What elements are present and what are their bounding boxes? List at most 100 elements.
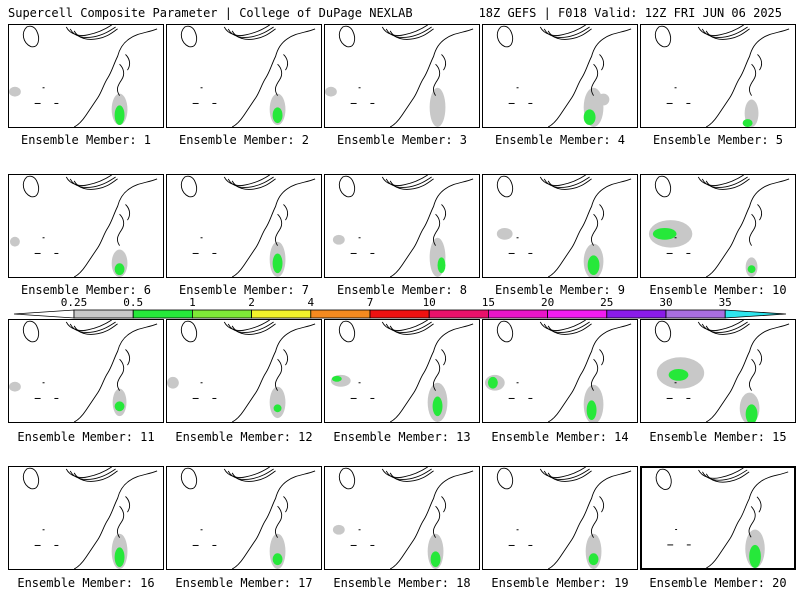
- ensemble-member-map-10[interactable]: [640, 174, 796, 278]
- coastline: [590, 63, 599, 96]
- coastline: [543, 468, 590, 480]
- coastline: [69, 176, 116, 188]
- ensemble-member-map-6[interactable]: [8, 174, 164, 278]
- scp-shade-area: [496, 227, 513, 240]
- coastline: [441, 349, 447, 366]
- scp-shade-area: [652, 227, 677, 240]
- colorbar-segment: [369, 309, 430, 319]
- scp-shade-area: [749, 544, 761, 568]
- colorbar-segment: [487, 309, 548, 319]
- ensemble-member-map-2[interactable]: [166, 24, 322, 128]
- coastline: [69, 468, 116, 480]
- ensemble-member-map-4[interactable]: [482, 24, 638, 128]
- ensemble-member-map-8[interactable]: [324, 174, 480, 278]
- coastline: [381, 25, 428, 36]
- colorbar-segment: [73, 309, 134, 319]
- ensemble-member-map-18[interactable]: [324, 466, 480, 570]
- coastline: [705, 323, 790, 422]
- scp-shade-area: [597, 93, 610, 106]
- coastline: [701, 321, 748, 333]
- colorbar-tick-label: 0.25: [60, 296, 88, 309]
- map-canvas: [654, 320, 790, 422]
- coastline: [701, 26, 748, 38]
- ensemble-member-label: Ensemble Member: 12: [175, 430, 313, 444]
- ensemble-member-map-20[interactable]: [640, 466, 796, 570]
- colorbar-tick-label: 10: [422, 296, 436, 309]
- ensemble-member-map-14[interactable]: [482, 319, 638, 423]
- coastline: [385, 468, 432, 480]
- ensemble-member-map-13[interactable]: [324, 319, 480, 423]
- scp-shade-area: [114, 547, 125, 568]
- coastline: [227, 176, 274, 188]
- coastline: [381, 175, 428, 186]
- ensemble-member-map-3[interactable]: [324, 24, 480, 128]
- scp-shade-area: [432, 396, 443, 417]
- coastline: [748, 63, 757, 96]
- ensemble-member-map-17[interactable]: [166, 466, 322, 570]
- map-canvas: [332, 467, 474, 569]
- ensemble-member-map-9[interactable]: [482, 174, 638, 278]
- coastline: [338, 320, 356, 343]
- coastline: [748, 358, 757, 391]
- coastline: [590, 213, 599, 246]
- coastline: [705, 323, 750, 335]
- colorbar-segment: [428, 309, 489, 319]
- coastline: [223, 175, 270, 186]
- coastline: [338, 467, 356, 490]
- map-canvas: [9, 25, 158, 127]
- coastline: [116, 505, 125, 538]
- coastline: [590, 358, 599, 391]
- coastline: [539, 175, 586, 186]
- scp-shade-area: [745, 404, 758, 422]
- coastline: [757, 349, 763, 366]
- coastline: [599, 349, 605, 366]
- ensemble-member-map-12[interactable]: [166, 319, 322, 423]
- colorbar-high-arrow: [724, 309, 787, 319]
- scp-shade-area: [273, 404, 282, 413]
- coastline: [432, 358, 441, 391]
- coastline: [539, 25, 586, 36]
- valid-time-title: 18Z GEFS | F018 Valid: 12Z FRI JUN 06 20…: [478, 6, 782, 20]
- ensemble-member-map-7[interactable]: [166, 174, 322, 278]
- ensemble-member-map-11[interactable]: [8, 319, 164, 423]
- map-canvas: [167, 320, 316, 422]
- coastline: [338, 25, 356, 48]
- ensemble-member-map-15[interactable]: [640, 319, 796, 423]
- colorbar-tick-label: 1: [189, 296, 196, 309]
- scp-shade-area: [9, 236, 20, 247]
- coastline: [125, 54, 131, 71]
- ensemble-member-map-5[interactable]: [640, 24, 796, 128]
- coastline: [389, 323, 474, 422]
- coastline: [385, 176, 432, 188]
- map-canvas: [654, 25, 790, 127]
- ensemble-member-map-19[interactable]: [482, 466, 638, 570]
- colorbar-tick-label: 35: [718, 296, 732, 309]
- coastline: [223, 320, 270, 331]
- map-canvas: [180, 467, 316, 569]
- colorbar-segment: [251, 309, 312, 319]
- colorbar-segment: [310, 309, 371, 319]
- coastline: [231, 470, 276, 482]
- colorbar-tick-label: 2: [248, 296, 255, 309]
- coastline: [283, 496, 289, 513]
- scp-shade-area: [272, 107, 283, 124]
- coastline: [73, 470, 118, 482]
- coastline: [547, 470, 592, 482]
- coastline: [697, 25, 744, 36]
- coastline: [547, 178, 592, 190]
- coastline: [227, 321, 274, 333]
- coastline: [73, 178, 118, 190]
- coastline: [65, 320, 112, 331]
- coastline: [116, 358, 125, 391]
- coastline: [441, 54, 447, 71]
- coastline: [180, 467, 198, 490]
- ensemble-member-map-1[interactable]: [8, 24, 164, 128]
- coastline: [590, 505, 599, 538]
- coastline: [231, 178, 276, 190]
- coastline: [654, 175, 672, 198]
- ensemble-member-label: Ensemble Member: 20: [649, 576, 787, 590]
- coastline: [22, 320, 40, 343]
- ensemble-member-label: Ensemble Member: 6: [20, 283, 152, 297]
- coastline: [705, 471, 750, 483]
- ensemble-member-map-16[interactable]: [8, 466, 164, 570]
